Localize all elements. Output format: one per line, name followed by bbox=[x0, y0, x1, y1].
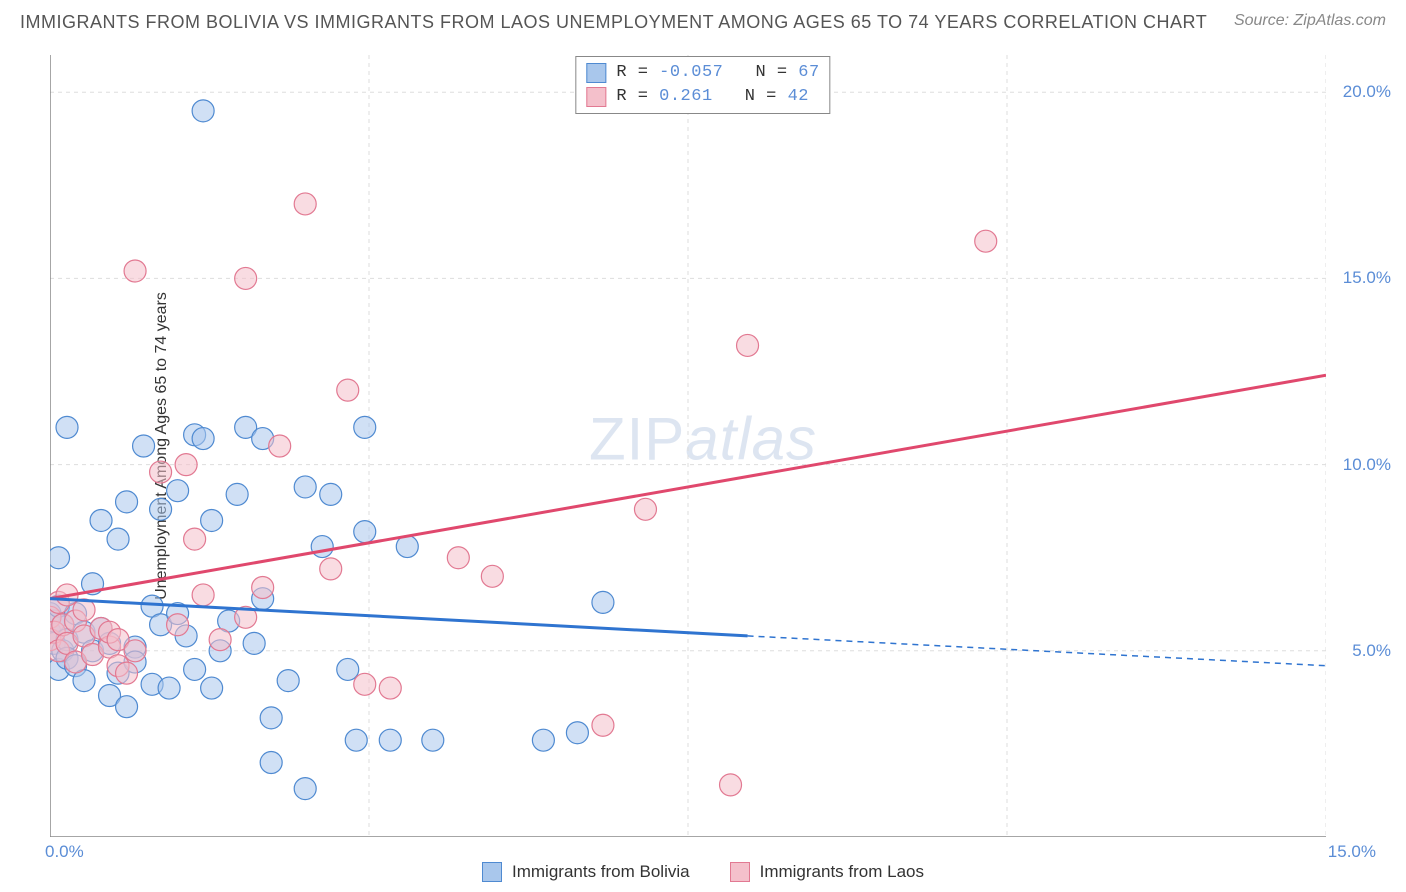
scatter-chart bbox=[50, 55, 1326, 837]
x-tick-label: 0.0% bbox=[45, 842, 84, 862]
y-tick-label: 15.0% bbox=[1343, 268, 1391, 288]
y-tick-label: 20.0% bbox=[1343, 82, 1391, 102]
legend-label-bolivia: Immigrants from Bolivia bbox=[512, 862, 690, 882]
chart-title: IMMIGRANTS FROM BOLIVIA VS IMMIGRANTS FR… bbox=[20, 12, 1207, 33]
x-tick-label: 15.0% bbox=[1328, 842, 1376, 862]
y-tick-label: 5.0% bbox=[1352, 641, 1391, 661]
legend-label-laos: Immigrants from Laos bbox=[760, 862, 924, 882]
stats-legend: R = -0.057 N = 67 R = 0.261 N = 42 bbox=[575, 56, 830, 114]
legend-swatch-laos-bottom bbox=[730, 862, 750, 882]
bottom-legend: Immigrants from Bolivia Immigrants from … bbox=[482, 862, 924, 882]
legend-swatch-laos bbox=[586, 87, 606, 107]
legend-swatch-bolivia-bottom bbox=[482, 862, 502, 882]
y-tick-label: 10.0% bbox=[1343, 455, 1391, 475]
chart-source: Source: ZipAtlas.com bbox=[1234, 12, 1386, 33]
chart-area bbox=[50, 55, 1326, 837]
legend-swatch-bolivia bbox=[586, 63, 606, 83]
